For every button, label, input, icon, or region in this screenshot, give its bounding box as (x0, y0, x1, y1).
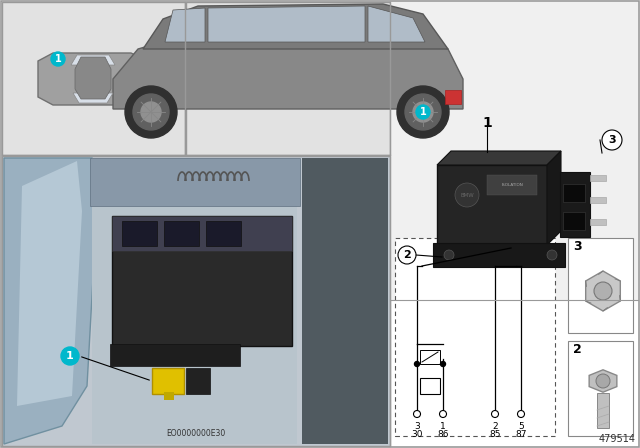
Polygon shape (38, 53, 148, 105)
Polygon shape (4, 158, 97, 444)
Bar (2, 2, 185, 155)
Bar (90, 158, 300, 206)
Bar (112, 216, 292, 251)
Bar (122, 221, 157, 246)
Bar (186, 368, 210, 394)
Bar (590, 197, 606, 203)
Bar (437, 165, 547, 245)
Circle shape (602, 130, 622, 150)
Bar (597, 393, 609, 428)
Text: 1: 1 (54, 54, 61, 64)
Polygon shape (368, 6, 425, 42)
Polygon shape (113, 36, 463, 109)
Bar (152, 368, 184, 394)
Circle shape (518, 410, 525, 418)
Text: 2: 2 (403, 250, 411, 260)
Circle shape (440, 362, 445, 366)
Bar (433, 243, 565, 267)
Text: 87: 87 (515, 430, 527, 439)
Text: 1: 1 (66, 351, 74, 361)
Bar (206, 221, 241, 246)
Polygon shape (143, 4, 448, 49)
Text: 2: 2 (573, 343, 581, 356)
Bar (445, 90, 461, 104)
Text: 5: 5 (518, 422, 524, 431)
Text: ISOLATION: ISOLATION (501, 183, 523, 187)
Bar (590, 175, 606, 181)
Circle shape (397, 86, 449, 138)
Polygon shape (589, 370, 617, 392)
Circle shape (492, 410, 499, 418)
Bar (560, 172, 590, 237)
Circle shape (398, 246, 416, 264)
Text: 3: 3 (608, 135, 616, 145)
Bar (164, 392, 174, 400)
Bar (590, 219, 606, 225)
Circle shape (594, 282, 612, 300)
Bar (568, 341, 633, 436)
Text: 1: 1 (440, 422, 446, 431)
Circle shape (405, 94, 441, 130)
Bar (420, 378, 440, 394)
Polygon shape (208, 6, 365, 42)
Circle shape (141, 102, 161, 122)
Bar (487, 175, 537, 195)
Text: EO0000000E30: EO0000000E30 (166, 429, 226, 438)
Bar (110, 344, 240, 366)
Circle shape (415, 362, 419, 366)
Polygon shape (17, 161, 82, 406)
Text: 1: 1 (420, 107, 426, 117)
Text: 2: 2 (492, 422, 498, 431)
Polygon shape (73, 93, 113, 103)
Bar (164, 221, 199, 246)
Text: 3: 3 (414, 422, 420, 431)
Text: 1: 1 (482, 116, 492, 130)
Circle shape (455, 183, 479, 207)
Polygon shape (71, 55, 115, 65)
Circle shape (61, 347, 79, 365)
Circle shape (416, 105, 430, 119)
Text: 479514: 479514 (599, 434, 636, 444)
Text: 85: 85 (489, 430, 500, 439)
Bar (395, 238, 555, 436)
Circle shape (51, 52, 65, 66)
Circle shape (547, 250, 557, 260)
Text: 3: 3 (573, 240, 581, 253)
Bar (186, 2, 390, 155)
Bar (392, 2, 638, 300)
Bar (563, 212, 585, 230)
Circle shape (133, 94, 169, 130)
Bar (302, 158, 388, 444)
Polygon shape (75, 57, 111, 99)
Polygon shape (586, 271, 620, 311)
Text: BMW: BMW (460, 193, 474, 198)
Polygon shape (437, 151, 561, 165)
Circle shape (125, 86, 177, 138)
Bar (420, 350, 440, 364)
Text: 86: 86 (437, 430, 449, 439)
Bar (563, 184, 585, 202)
Text: 30: 30 (412, 430, 423, 439)
Polygon shape (165, 8, 205, 42)
Circle shape (444, 250, 454, 260)
Bar (2, 156, 390, 446)
Bar (568, 238, 633, 333)
Polygon shape (92, 158, 297, 444)
Bar (112, 216, 292, 346)
Circle shape (413, 102, 433, 122)
Circle shape (440, 410, 447, 418)
Circle shape (413, 410, 420, 418)
Polygon shape (547, 151, 561, 245)
Circle shape (596, 374, 610, 388)
